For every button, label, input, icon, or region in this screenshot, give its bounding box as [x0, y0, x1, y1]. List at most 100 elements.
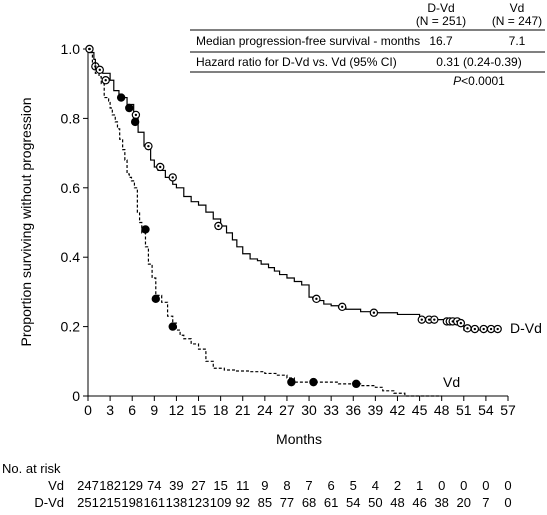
at-risk-value-d-vd: 92: [236, 495, 250, 510]
at-risk-value-d-vd: 198: [121, 495, 143, 510]
y-tick-label: 1.0: [61, 41, 81, 57]
series-line-vd: [88, 48, 442, 397]
censor-mark-center-d-vd: [489, 327, 493, 331]
table-col-vd-n: (N = 247): [492, 14, 542, 28]
censor-mark-center-d-vd: [159, 165, 162, 169]
at-risk-value-vd: 0: [504, 478, 511, 493]
at-risk-value-d-vd: 215: [99, 495, 121, 510]
x-tick-label: 21: [235, 402, 251, 418]
x-tick-label: 18: [213, 402, 229, 418]
table-row-median-dvd: 16.7: [429, 34, 453, 48]
table-col-dvd-n: (N = 251): [416, 14, 466, 28]
at-risk-value-vd: 6: [328, 478, 335, 493]
series-end-label-vd: Vd: [443, 374, 460, 390]
y-ticks: 0 0.2 0.4 0.6 0.8 1.0: [61, 41, 88, 404]
x-axis-label: Months: [276, 431, 322, 447]
censor-mark-center-d-vd: [315, 297, 318, 301]
censor-mark-center-d-vd: [147, 144, 150, 148]
x-tick-label: 42: [390, 402, 406, 418]
table-row-hr-label: Hazard ratio for D-Vd vs. Vd (95% CI): [196, 55, 397, 69]
x-tick-label: 27: [279, 402, 295, 418]
y-tick-label: 0.8: [61, 110, 81, 126]
at-risk-value-d-vd: 123: [188, 495, 210, 510]
censor-mark-center-d-vd: [372, 311, 376, 314]
x-tick-label: 6: [128, 402, 136, 418]
table-row-hr-value: 0.31 (0.24-0.39): [436, 55, 521, 69]
at-risk-value-vd: 1: [416, 478, 423, 493]
x-tick-label: 51: [456, 402, 472, 418]
at-risk-label-vd: Vd: [48, 478, 64, 493]
series-line-d-vd: [88, 48, 497, 331]
censor-mark-center-d-vd: [473, 327, 477, 331]
censor-mark-center-d-vd: [104, 79, 107, 82]
axes: 00.20.40.60.81.0 0 3 6 9 12 15 18 21 24 27 30 33 36 3…: [18, 41, 516, 447]
at-risk-value-vd: 9: [261, 478, 268, 493]
at-risk-value-d-vd: 7: [482, 495, 489, 510]
x-tick-label: 30: [301, 402, 317, 418]
at-risk-value-vd: 8: [283, 478, 290, 493]
censor-mark-vd: [141, 225, 150, 234]
x-tick-label: 45: [412, 402, 428, 418]
series-end-label-dvd: D-Vd: [510, 320, 542, 336]
at-risk-value-d-vd: 85: [258, 495, 272, 510]
censor-mark-vd: [151, 294, 160, 304]
at-risk-value-d-vd: 138: [166, 495, 188, 510]
at-risk-value-d-vd: 68: [302, 495, 316, 510]
summary-table: D-Vd (N = 251) Vd (N = 247) Median progr…: [190, 1, 545, 88]
table-row-median-label: Median progression-free survival - month…: [196, 34, 420, 48]
series-layer: [85, 44, 502, 397]
at-risk-value-d-vd: 20: [457, 495, 471, 510]
x-tick-label: 36: [345, 402, 361, 418]
at-risk-value-vd: 39: [169, 478, 183, 493]
at-risk-value-d-vd: 61: [324, 495, 338, 510]
censor-mark-center-d-vd: [341, 305, 344, 309]
x-tick-label: 0: [84, 402, 92, 418]
y-tick-label: 0.2: [61, 319, 81, 335]
p-value-text: <0.0001: [461, 74, 505, 88]
x-tick-label: 3: [106, 402, 114, 418]
censor-mark-center-d-vd: [134, 113, 138, 117]
at-risk-value-d-vd: 77: [280, 495, 294, 510]
at-risk-value-vd: 11: [236, 478, 250, 493]
censor-mark-center-d-vd: [459, 321, 463, 325]
table-row-median-vd: 7.1: [509, 34, 526, 48]
y-tick-label: 0: [72, 388, 80, 404]
censor-mark-vd: [168, 322, 177, 331]
x-tick-label: 12: [169, 402, 185, 418]
at-risk-value-vd: 2: [394, 478, 401, 493]
y-tick-label: 0.4: [61, 249, 81, 265]
table-col-dvd-title: D-Vd: [427, 1, 454, 15]
censor-mark-center-d-vd: [171, 176, 174, 179]
x-tick-label: 33: [323, 402, 339, 418]
censor-mark-center-d-vd: [427, 318, 431, 321]
table-col-vd-title: Vd: [510, 1, 525, 15]
censor-mark-vd: [116, 93, 126, 102]
at-risk-value-vd: 15: [213, 478, 227, 493]
at-risk-value-vd: 5: [350, 478, 357, 493]
at-risk-value-d-vd: 251: [77, 495, 99, 510]
x-tick-label: 39: [368, 402, 384, 418]
at-risk-label-dvd: D-Vd: [34, 495, 64, 510]
at-risk-table: No. at risk Vd D-Vd 247 182 129 74 39 27 15 11 9…: [2, 461, 512, 510]
at-risk-value-d-vd: 38: [434, 495, 448, 510]
at-risk-value-vd: 7: [305, 478, 312, 493]
p-value-symbol: P: [453, 74, 461, 88]
censor-mark-vd: [287, 377, 296, 387]
at-risk-title: No. at risk: [2, 461, 61, 476]
x-tick-label: 57: [500, 402, 516, 418]
censor-mark-vd: [125, 103, 134, 113]
x-tick-label: 54: [478, 402, 494, 418]
at-risk-value-d-vd: 50: [368, 495, 382, 510]
at-risk-value-d-vd: 48: [390, 495, 404, 510]
at-risk-value-vd: 0: [438, 478, 445, 493]
y-tick-label: 0.6: [61, 180, 81, 196]
at-risk-value-vd: 0: [482, 478, 489, 493]
at-risk-value-vd: 247: [77, 478, 99, 493]
at-risk-value-vd: 27: [191, 478, 205, 493]
censor-mark-center-d-vd: [466, 327, 469, 330]
at-risk-value-vd: 74: [147, 478, 161, 493]
censor-mark-center-d-vd: [420, 318, 423, 321]
censor-mark-center-d-vd: [98, 68, 101, 72]
